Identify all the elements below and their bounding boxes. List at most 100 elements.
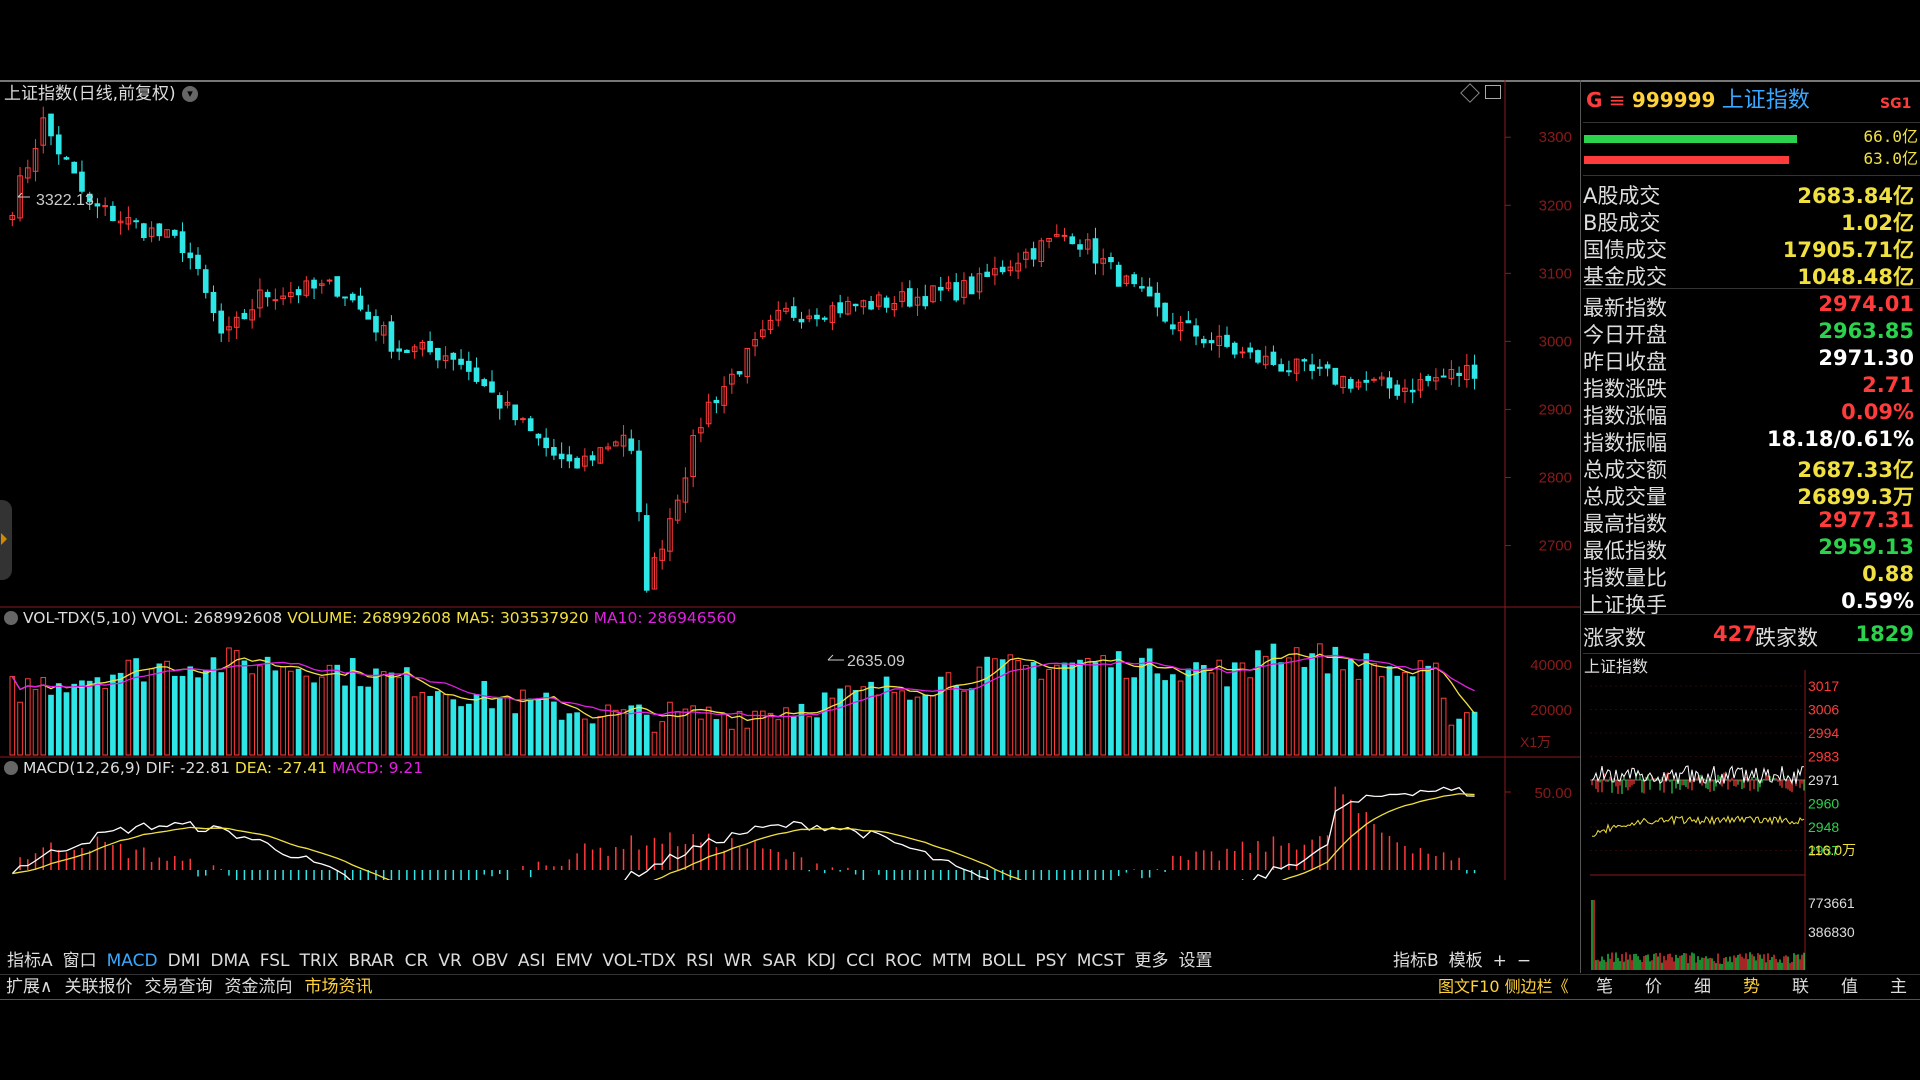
window-toggle-icon[interactable] bbox=[1485, 85, 1501, 99]
right-tab-0[interactable]: 指标B bbox=[1393, 951, 1439, 971]
sg-badge[interactable]: SG1 bbox=[1880, 96, 1912, 112]
indicator-tab-wr[interactable]: WR bbox=[723, 951, 753, 971]
indicator-tab-kdj[interactable]: KDJ bbox=[806, 951, 837, 971]
indicator-tab-brar[interactable]: BRAR bbox=[348, 951, 395, 971]
bar-top-value: 66.0亿 bbox=[1863, 127, 1918, 146]
volume-bar bbox=[1425, 665, 1431, 756]
indicator-tab-vr[interactable]: VR bbox=[438, 951, 462, 971]
bottom-tab-0[interactable]: 扩展∧ bbox=[6, 977, 53, 997]
side-tab-3[interactable]: 势 bbox=[1743, 977, 1760, 997]
volume-bar bbox=[481, 681, 488, 756]
volume-bar bbox=[566, 713, 573, 756]
candle-body bbox=[1177, 321, 1184, 332]
macd-value: MACD: 9.21 bbox=[332, 759, 424, 777]
candle-body bbox=[9, 214, 16, 221]
right-tab-3[interactable]: − bbox=[1516, 951, 1532, 971]
candle-body bbox=[767, 319, 774, 330]
indicator-tab-asi[interactable]: ASI bbox=[517, 951, 546, 971]
candle-body bbox=[527, 418, 534, 432]
macd-indicator-name[interactable]: MACD(12,26,9) bbox=[22, 759, 141, 777]
group-label[interactable]: G bbox=[1586, 88, 1603, 112]
indicator-tab-dmi[interactable]: DMI bbox=[167, 951, 201, 971]
volume-bar bbox=[767, 712, 774, 756]
candle-body bbox=[961, 280, 967, 298]
bottom-tab-3[interactable]: 资金流向 bbox=[224, 977, 293, 997]
indicator-tab-mcst[interactable]: MCST bbox=[1076, 951, 1125, 971]
side-tab-6[interactable]: 主 bbox=[1890, 977, 1907, 997]
mini-price-tick: 2937 bbox=[1808, 843, 1839, 859]
bottom-tab-2[interactable]: 交易查询 bbox=[144, 977, 213, 997]
candle-body bbox=[520, 418, 526, 421]
volume-bar bbox=[1100, 655, 1107, 756]
indicator-tab-sar[interactable]: SAR bbox=[762, 951, 797, 971]
volume-bar bbox=[852, 690, 859, 756]
volume-bar bbox=[63, 692, 70, 756]
side-tab-5[interactable]: 值 bbox=[1841, 977, 1858, 997]
indicator-tab-rsi[interactable]: RSI bbox=[685, 951, 714, 971]
volume-bar bbox=[1038, 678, 1045, 756]
right-tab-2[interactable]: + bbox=[1492, 951, 1507, 971]
indicator-tab-emv[interactable]: EMV bbox=[555, 951, 593, 971]
indicator-tab-cr[interactable]: CR bbox=[404, 951, 429, 971]
tab-divider bbox=[0, 974, 1920, 975]
candle-body bbox=[1394, 384, 1401, 396]
indicator-tab-obv[interactable]: OBV bbox=[471, 951, 508, 971]
indicator-tab-dma[interactable]: DMA bbox=[210, 951, 250, 971]
candle-body bbox=[992, 268, 998, 276]
volume-bar bbox=[798, 703, 805, 756]
indicator-tab-窗口[interactable]: 窗口 bbox=[62, 951, 97, 971]
indicator-tab-vol-tdx[interactable]: VOL-TDX bbox=[602, 951, 676, 971]
indicator-tab-boll[interactable]: BOLL bbox=[981, 951, 1026, 971]
candle-body bbox=[1007, 266, 1014, 272]
volume-options-icon[interactable] bbox=[4, 611, 18, 625]
indicator-tab-cci[interactable]: CCI bbox=[846, 951, 875, 971]
indicator-tab-fsl[interactable]: FSL bbox=[259, 951, 290, 971]
right-tab-1[interactable]: 模板 bbox=[1448, 951, 1483, 971]
indicator-tab-trix[interactable]: TRIX bbox=[299, 951, 339, 971]
bottom-tab-1[interactable]: 关联报价 bbox=[64, 977, 133, 997]
volume-bar bbox=[311, 682, 317, 756]
main-chart[interactable]: 3300 3200 3100 3000 2900 2800 2700 3322.13 2635.… bbox=[0, 80, 1580, 880]
indicator-tab-更多[interactable]: 更多 bbox=[1134, 951, 1169, 971]
menu-icon[interactable]: ≡ bbox=[1608, 88, 1626, 112]
candle-body bbox=[729, 373, 735, 385]
turnover-label: 基金成交 bbox=[1583, 265, 1667, 289]
indicator-tab-设置[interactable]: 设置 bbox=[1178, 951, 1213, 971]
indicator-tab-psy[interactable]: PSY bbox=[1035, 951, 1067, 971]
bottom-tab-4[interactable]: 市场资讯 bbox=[304, 977, 373, 997]
candle-body bbox=[798, 318, 805, 323]
volume-indicator-name[interactable]: VOL-TDX(5,10) bbox=[22, 609, 137, 627]
indicator-tab-macd[interactable]: MACD bbox=[106, 951, 158, 971]
volume-bar bbox=[906, 699, 913, 756]
stat-value: 0.88 bbox=[1862, 562, 1914, 586]
chevron-down-icon[interactable]: ▾ bbox=[182, 86, 198, 102]
candle-body bbox=[148, 227, 155, 237]
candle-body bbox=[1154, 292, 1161, 308]
side-tab-4[interactable]: 联 bbox=[1792, 977, 1809, 997]
candle-body bbox=[597, 447, 604, 464]
volume-bar bbox=[1278, 662, 1284, 756]
candle-body bbox=[968, 276, 975, 295]
volume-panel-header: VOL-TDX(5,10) VVOL: 268992608 VOLUME: 26… bbox=[4, 608, 736, 628]
side-tab-bar: 笔价细势联值主筹 bbox=[1580, 977, 1920, 997]
side-tab-2[interactable]: 细 bbox=[1694, 977, 1711, 997]
indicator-tab-指标a[interactable]: 指标A bbox=[7, 951, 53, 971]
indicator-tab-mtm[interactable]: MTM bbox=[931, 951, 972, 971]
volume-bar bbox=[458, 706, 464, 756]
candle-body bbox=[241, 312, 248, 320]
volume-bar bbox=[404, 667, 410, 756]
volume-bar bbox=[1456, 718, 1462, 756]
macd-options-icon[interactable] bbox=[4, 761, 18, 775]
f10-sidebar-toggle[interactable]: 图文F10 侧边栏《 bbox=[1438, 977, 1569, 996]
candle-body bbox=[117, 220, 124, 224]
side-tab-0[interactable]: 笔 bbox=[1596, 977, 1613, 997]
candle-body bbox=[226, 326, 232, 331]
volume-bar bbox=[1293, 647, 1300, 756]
side-tab-1[interactable]: 价 bbox=[1645, 977, 1662, 997]
turnover-label: A股成交 bbox=[1583, 184, 1661, 208]
indicator-tab-roc[interactable]: ROC bbox=[884, 951, 922, 971]
volume-bar bbox=[667, 701, 673, 756]
candle-body bbox=[1239, 351, 1246, 354]
volume-bar bbox=[1108, 667, 1114, 756]
